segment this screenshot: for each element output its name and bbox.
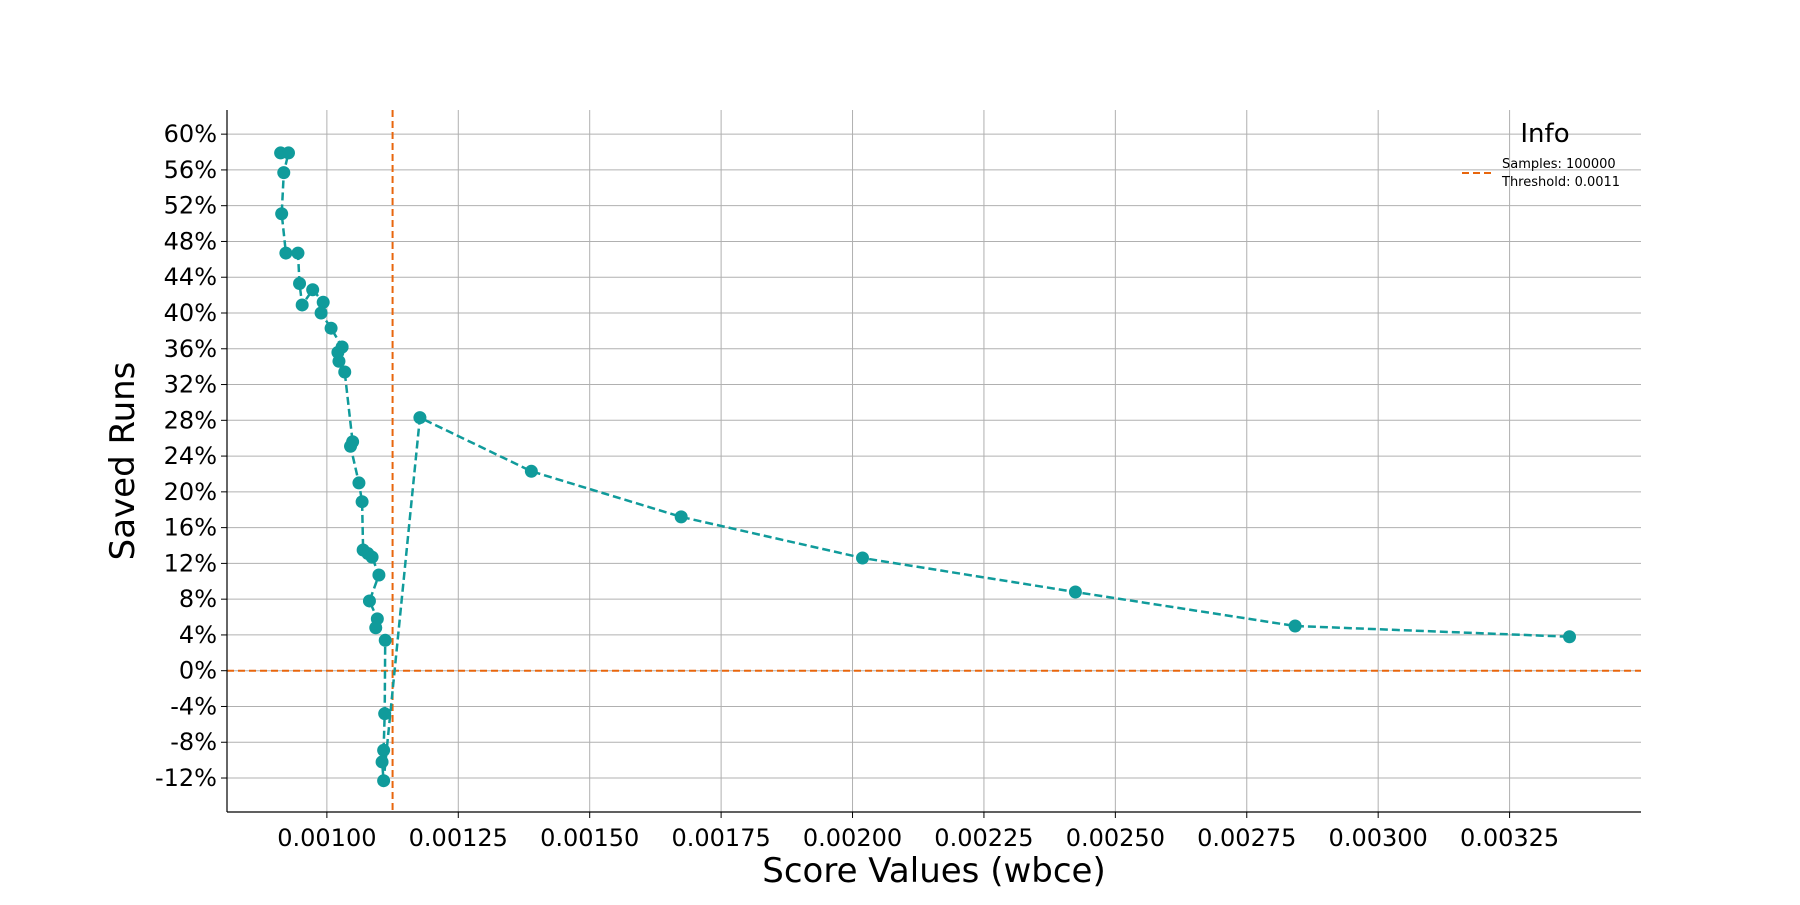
data-point <box>378 707 392 721</box>
x-tick-labels: 0.00100 0.00125 0.00150 0.00175 0.00200 0.002… <box>277 824 1559 852</box>
x-axis-title: Score Values (wbce) <box>762 851 1105 891</box>
data-point <box>1563 630 1577 644</box>
y-tick-label: 8% <box>179 585 217 613</box>
data-point <box>338 365 352 379</box>
x-tick-label: 0.00100 <box>277 824 376 852</box>
y-tick-label: 12% <box>164 549 217 577</box>
x-tick-label: 0.00125 <box>409 824 508 852</box>
data-point <box>314 306 328 320</box>
data-point <box>324 321 338 335</box>
data-point <box>369 621 383 635</box>
data-point <box>674 510 688 524</box>
data-point <box>378 633 392 647</box>
data-point <box>372 568 386 582</box>
data-point <box>282 146 296 160</box>
y-tick-label: -4% <box>170 692 217 720</box>
y-tick-label: 36% <box>164 335 217 363</box>
x-tick-label: 0.00325 <box>1460 824 1559 852</box>
data-point <box>355 495 369 509</box>
data-point <box>316 295 330 309</box>
x-tick-label: 0.00200 <box>803 824 902 852</box>
legend-entry-samples: Samples: 100000 <box>1502 157 1616 172</box>
data-point <box>362 594 376 608</box>
y-tick-label: 32% <box>164 371 217 399</box>
x-tick-label: 0.00300 <box>1329 824 1428 852</box>
series-line <box>280 151 1570 781</box>
data-point <box>1068 585 1082 599</box>
data-point <box>856 551 870 565</box>
x-tick-label: 0.00250 <box>1066 824 1165 852</box>
y-tick-label: 24% <box>164 442 217 470</box>
data-point <box>295 298 309 312</box>
y-tick-label: 44% <box>164 263 217 291</box>
data-point <box>352 476 366 490</box>
axes <box>221 110 1641 818</box>
legend-title: Info <box>1520 119 1569 149</box>
data-point <box>275 207 289 221</box>
y-tick-label: 56% <box>164 156 217 184</box>
series <box>274 146 1577 788</box>
x-tick-label: 0.00225 <box>934 824 1033 852</box>
data-point <box>365 550 379 564</box>
y-tick-label: -12% <box>155 764 217 792</box>
x-tick-label: 0.00275 <box>1197 824 1296 852</box>
x-tick-label: 0.00175 <box>671 824 770 852</box>
y-tick-label: 16% <box>164 514 217 542</box>
x-tick-label: 0.00150 <box>540 824 639 852</box>
data-point <box>293 276 307 290</box>
data-point <box>524 464 538 478</box>
y-tick-label: 48% <box>164 227 217 255</box>
legend: Info Samples: 100000 Threshold: 0.0011 <box>1462 119 1620 190</box>
data-point <box>1288 619 1302 633</box>
data-point <box>377 774 391 788</box>
data-point <box>413 411 427 425</box>
data-point <box>279 246 293 260</box>
y-tick-label: 40% <box>164 299 217 327</box>
y-tick-labels: -12% -8% -4% 0% 4% 8% 12% 16% 20% 24% 28% 32% 36% 40%… <box>155 120 217 792</box>
data-point <box>277 166 291 180</box>
y-tick-label: 0% <box>179 657 217 685</box>
y-tick-label: 28% <box>164 406 217 434</box>
y-tick-label: 20% <box>164 478 217 506</box>
grid <box>227 110 1641 812</box>
data-point <box>344 439 358 453</box>
y-tick-label: 4% <box>179 621 217 649</box>
y-tick-label: 52% <box>164 192 217 220</box>
y-axis-title: Saved Runs <box>103 362 143 561</box>
data-point <box>291 246 305 260</box>
data-point <box>332 354 346 368</box>
legend-entry-threshold: Threshold: 0.0011 <box>1501 175 1620 190</box>
data-point <box>306 283 320 297</box>
y-tick-label: 60% <box>164 120 217 148</box>
y-tick-label: -8% <box>170 728 217 756</box>
data-point <box>375 755 389 769</box>
data-point <box>377 743 391 757</box>
